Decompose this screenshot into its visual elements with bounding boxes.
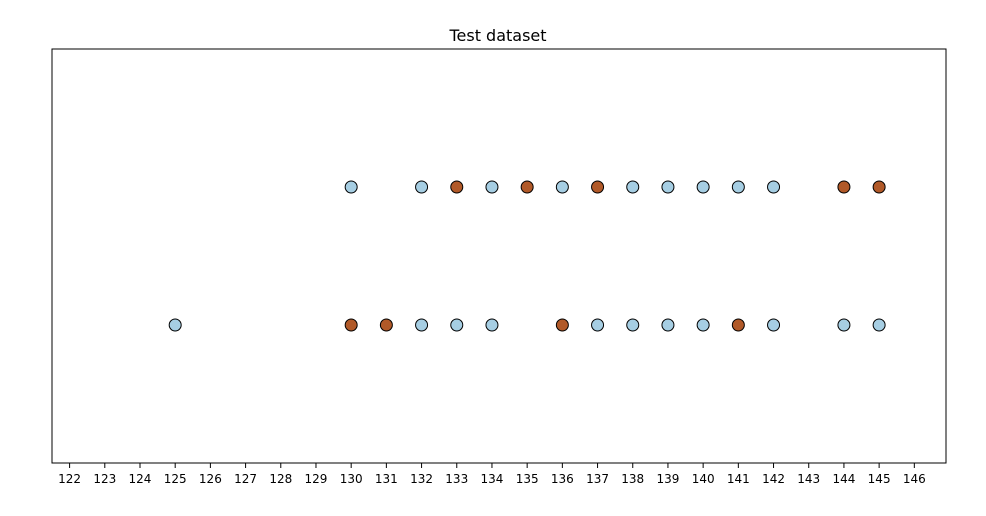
x-tick-label: 143 (797, 472, 820, 486)
x-tick-label: 123 (93, 472, 116, 486)
data-point-light (415, 180, 429, 194)
data-point-light (696, 318, 710, 332)
x-tick-label: 130 (340, 472, 363, 486)
x-tick-label: 134 (481, 472, 504, 486)
data-point-light (661, 180, 675, 194)
data-point-light (626, 318, 640, 332)
x-tick-label: 132 (410, 472, 433, 486)
data-point-light (485, 180, 499, 194)
points-layer (168, 180, 886, 332)
plot-frame (51, 48, 947, 464)
x-tick-label: 135 (516, 472, 539, 486)
x-tick-label: 145 (868, 472, 891, 486)
data-point-light (450, 318, 464, 332)
data-point-light (837, 318, 851, 332)
x-tick-label: 141 (727, 472, 750, 486)
data-point-light (168, 318, 182, 332)
x-tick-label: 133 (445, 472, 468, 486)
data-point-light (626, 180, 640, 194)
data-point-dark (555, 318, 569, 332)
data-point-dark (591, 180, 605, 194)
data-point-light (591, 318, 605, 332)
x-axis: 122 123 124 125 126 127 128 129 130 131 132 133 134 1… (58, 463, 926, 486)
x-tick-label: 129 (305, 472, 328, 486)
x-tick-label: 125 (164, 472, 187, 486)
x-tick-label: 146 (903, 472, 926, 486)
data-point-light (485, 318, 499, 332)
x-tick-label: 139 (656, 472, 679, 486)
data-point-light (555, 180, 569, 194)
data-point-dark (379, 318, 393, 332)
data-point-dark (872, 180, 886, 194)
data-point-dark (450, 180, 464, 194)
x-tick-label: 144 (832, 472, 855, 486)
data-point-dark (344, 318, 358, 332)
x-tick-label: 137 (586, 472, 609, 486)
data-point-dark (837, 180, 851, 194)
data-point-dark (731, 318, 745, 332)
x-tick-label: 128 (269, 472, 292, 486)
data-point-light (344, 180, 358, 194)
x-tick-label: 142 (762, 472, 785, 486)
x-tick-label: 127 (234, 472, 257, 486)
data-point-light (767, 318, 781, 332)
x-tick-label: 140 (692, 472, 715, 486)
x-tick-label: 126 (199, 472, 222, 486)
data-point-light (696, 180, 710, 194)
data-point-dark (520, 180, 534, 194)
data-point-light (661, 318, 675, 332)
data-point-light (731, 180, 745, 194)
x-tick-label: 122 (58, 472, 81, 486)
chart-title: Test dataset (448, 26, 546, 45)
x-tick-label: 131 (375, 472, 398, 486)
data-point-light (767, 180, 781, 194)
x-tick-label: 138 (621, 472, 644, 486)
x-tick-label: 136 (551, 472, 574, 486)
x-tick-label: 124 (129, 472, 152, 486)
data-point-light (872, 318, 886, 332)
data-point-light (415, 318, 429, 332)
